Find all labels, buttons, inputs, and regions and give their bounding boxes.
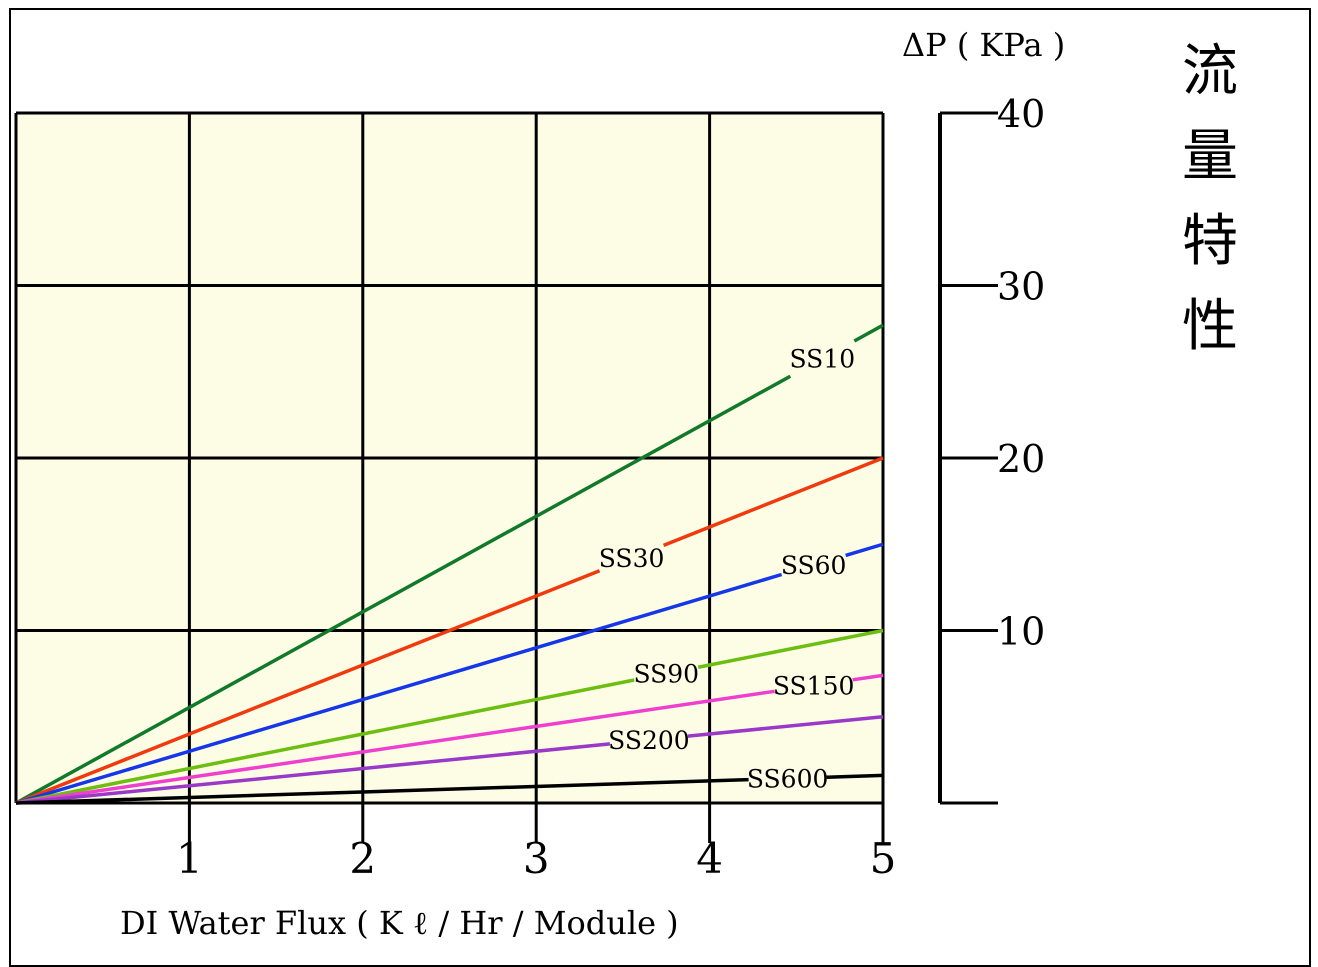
series-label-ss10: SS10	[789, 345, 855, 374]
series-line-ss200-end	[687, 715, 884, 738]
series-lines: SS10 SS30 SS60 SS90 SS150 SS200 SS600	[15, 323, 884, 805]
chart-title-char: 流	[1182, 39, 1238, 104]
series-line-ss90-end	[697, 628, 884, 669]
y-axis-label: ΔP ( KPa )	[902, 26, 1065, 64]
series-line-ss30-end	[662, 456, 884, 547]
series-line-ss30	[15, 569, 601, 805]
series-label-ss30: SS30	[599, 544, 665, 573]
x-tick-label: 1	[176, 834, 203, 883]
series-line-ss600	[15, 777, 749, 805]
x-tick-labels: 1 2 3 4 5	[176, 803, 896, 883]
series-label-ss600: SS600	[747, 764, 829, 793]
y-tick-label: 40	[997, 92, 1045, 136]
y-tick-label: 10	[997, 610, 1045, 654]
series-line-ss90	[15, 678, 635, 805]
series-line-ss60-end	[845, 542, 884, 558]
x-tick-label: 2	[349, 834, 376, 883]
y-tick-label: 30	[997, 265, 1045, 309]
chart-title-char: 量	[1182, 124, 1238, 189]
series-line-ss150-end	[852, 673, 884, 682]
series-label-ss150: SS150	[773, 672, 855, 701]
series-line-ss60	[15, 572, 783, 805]
chart-title-char: 特	[1182, 209, 1238, 274]
series-line-ss600-end	[826, 773, 884, 779]
series-line-ss10-end	[853, 323, 884, 343]
x-tick-label: 3	[523, 834, 550, 883]
y-axis: 10 20 30 40	[938, 92, 1045, 805]
series-label-ss200: SS200	[608, 726, 690, 755]
series-line-ss10	[15, 374, 792, 805]
chart-title-char: 性	[1182, 294, 1238, 359]
x-tick-label: 4	[696, 834, 723, 883]
x-axis-label: DI Water Flux ( K ℓ / Hr / Module )	[120, 904, 679, 942]
series-line-ss150	[15, 689, 775, 805]
series-label-ss90: SS90	[633, 660, 699, 689]
x-tick-label: 5	[870, 834, 897, 883]
series-line-ss200	[15, 742, 611, 805]
y-tick-label: 20	[997, 437, 1045, 481]
series-label-ss60: SS60	[781, 551, 847, 580]
